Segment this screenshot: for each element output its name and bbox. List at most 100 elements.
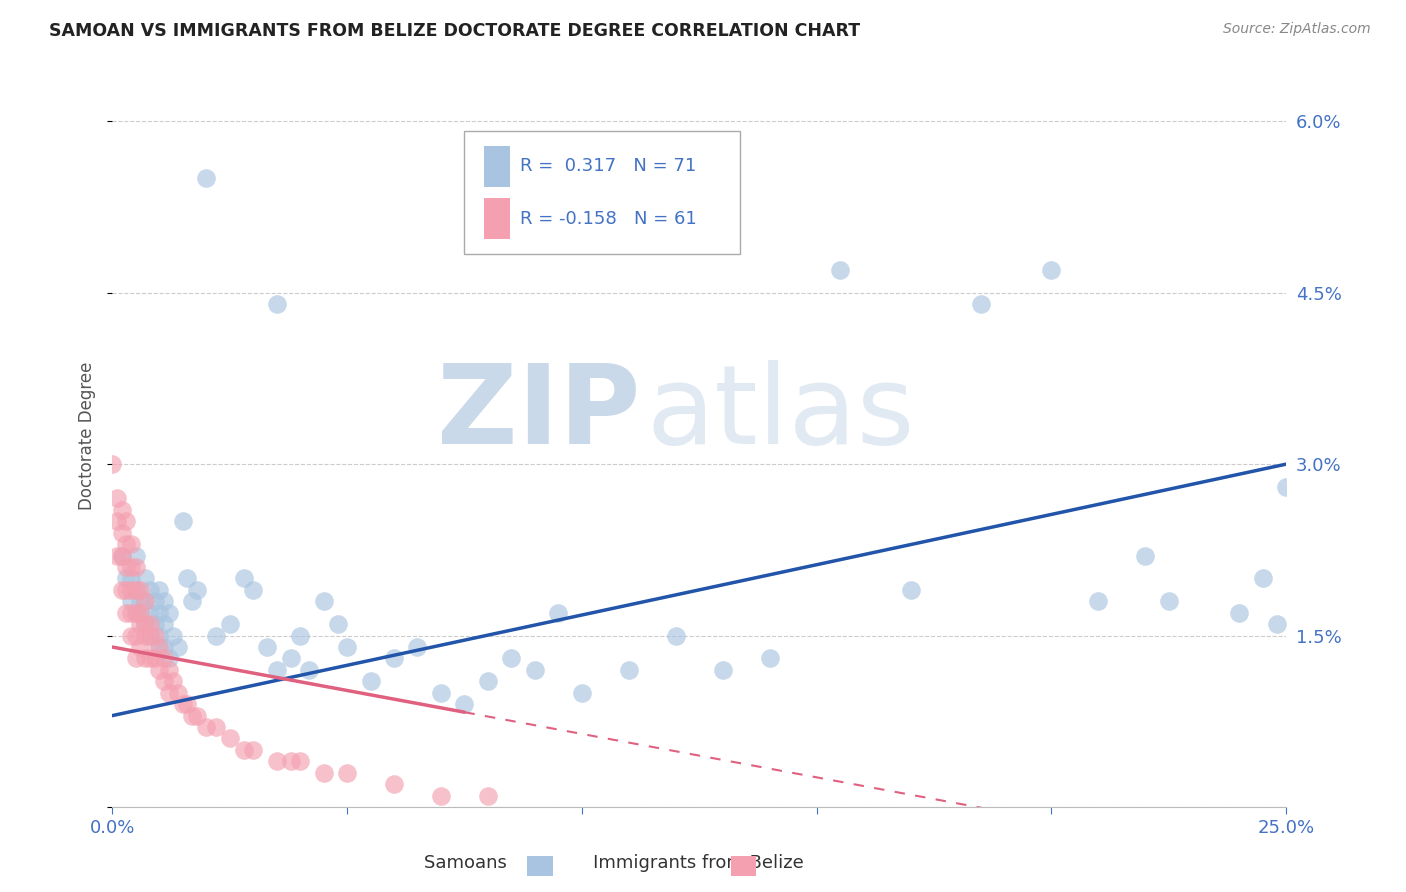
Point <box>120 582 142 597</box>
Point <box>115 537 138 551</box>
Text: ZIP: ZIP <box>437 359 641 467</box>
Point <box>125 651 148 665</box>
Point <box>134 617 156 632</box>
Point <box>143 651 166 665</box>
Point <box>242 582 264 597</box>
Point <box>477 789 499 803</box>
Point <box>111 582 134 597</box>
Point <box>111 549 134 563</box>
Point <box>711 663 734 677</box>
Point <box>195 720 218 734</box>
Point <box>129 606 152 620</box>
Point <box>129 606 152 620</box>
Point <box>218 731 240 746</box>
Point <box>298 663 321 677</box>
Point <box>900 582 922 597</box>
Point <box>186 708 208 723</box>
Point <box>143 594 166 608</box>
Point <box>153 651 176 665</box>
Point <box>153 674 176 689</box>
Point <box>125 560 148 574</box>
Point <box>111 525 134 540</box>
Point <box>665 629 688 643</box>
Point <box>115 582 138 597</box>
Point <box>406 640 429 654</box>
Bar <box>485 145 510 186</box>
Point <box>134 651 156 665</box>
Point <box>129 640 152 654</box>
Point <box>176 697 198 711</box>
Point <box>312 594 335 608</box>
Point <box>547 606 569 620</box>
Point <box>134 617 156 632</box>
FancyBboxPatch shape <box>464 131 741 253</box>
Point <box>148 640 170 654</box>
Point <box>105 514 128 528</box>
Point <box>1265 617 1288 632</box>
Point <box>167 686 190 700</box>
Point <box>336 640 359 654</box>
Point <box>280 755 302 769</box>
Point <box>157 686 180 700</box>
Point <box>266 297 288 311</box>
Point <box>134 594 156 608</box>
Point <box>232 571 254 585</box>
Point <box>111 549 134 563</box>
Point <box>195 171 218 186</box>
Point <box>453 697 475 711</box>
Point <box>120 571 142 585</box>
Point <box>139 582 162 597</box>
Point <box>830 262 852 277</box>
Point <box>153 617 176 632</box>
Point <box>120 629 142 643</box>
Point <box>120 594 142 608</box>
Point <box>153 640 176 654</box>
Point <box>167 640 190 654</box>
Point <box>1135 549 1157 563</box>
Point <box>148 640 170 654</box>
Point <box>336 765 359 780</box>
Point <box>256 640 278 654</box>
Point <box>242 743 264 757</box>
Point <box>162 629 184 643</box>
Point <box>101 457 124 471</box>
Point <box>134 629 156 643</box>
Point <box>125 549 148 563</box>
Point <box>430 789 453 803</box>
Point <box>218 617 240 632</box>
Text: Source: ZipAtlas.com: Source: ZipAtlas.com <box>1223 22 1371 37</box>
Point <box>129 617 152 632</box>
Point <box>176 571 198 585</box>
Point <box>115 514 138 528</box>
Point <box>1275 480 1298 494</box>
Point <box>1251 571 1274 585</box>
Point <box>139 629 162 643</box>
Point <box>571 686 593 700</box>
Point <box>477 674 499 689</box>
Point <box>186 582 208 597</box>
Point <box>125 582 148 597</box>
Point <box>288 629 311 643</box>
Point <box>148 629 170 643</box>
Point <box>143 617 166 632</box>
Point <box>382 651 405 665</box>
Point <box>157 663 180 677</box>
Point <box>181 594 204 608</box>
Point <box>129 582 152 597</box>
Point <box>181 708 204 723</box>
Bar <box>485 198 510 239</box>
Point <box>115 606 138 620</box>
Point <box>139 606 162 620</box>
Point <box>157 606 180 620</box>
Point <box>232 743 254 757</box>
Text: R = -0.158   N = 61: R = -0.158 N = 61 <box>520 210 696 227</box>
Point <box>1227 606 1250 620</box>
Point <box>148 663 170 677</box>
Point <box>153 594 176 608</box>
Point <box>125 606 148 620</box>
Point <box>204 720 226 734</box>
Point <box>129 594 152 608</box>
Point <box>148 582 170 597</box>
Point <box>162 674 184 689</box>
Point <box>143 629 166 643</box>
